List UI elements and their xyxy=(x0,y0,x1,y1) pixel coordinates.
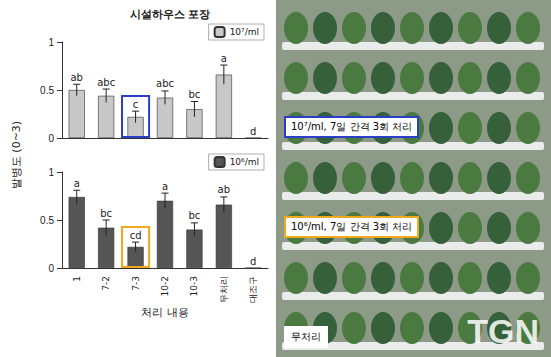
svg-text:cd: cd xyxy=(130,230,142,241)
svg-text:1: 1 xyxy=(48,37,54,48)
svg-text:bc: bc xyxy=(188,210,200,221)
html-text:10⁶/ml, 7일 간격 3회 처리: 10⁶/ml, 7일 간격 3회 처리 xyxy=(291,221,413,232)
svg-text:c: c xyxy=(133,99,139,110)
svg-text:a: a xyxy=(162,181,168,192)
svg-text:1: 1 xyxy=(48,167,54,178)
html-text:무처리: 무처리 xyxy=(291,331,321,342)
svg-text:abc: abc xyxy=(97,77,115,88)
svg-text:a: a xyxy=(74,178,80,189)
svg-text:7-2: 7-2 xyxy=(101,276,111,291)
svg-text:0.5: 0.5 xyxy=(40,215,54,226)
svg-text:ab: ab xyxy=(218,184,230,195)
svg-text:bc: bc xyxy=(100,208,112,219)
svg-text:ab: ab xyxy=(70,72,82,83)
svg-text:1: 1 xyxy=(72,276,82,282)
svg-text:abc: abc xyxy=(156,78,174,89)
svg-text:10⁷/ml: 10⁷/ml xyxy=(230,27,259,37)
svg-text:발병도 (0~3): 발병도 (0~3) xyxy=(10,121,23,189)
svg-text:무처리: 무처리 xyxy=(219,276,229,303)
svg-text:d: d xyxy=(250,126,256,137)
svg-text:0: 0 xyxy=(48,263,54,274)
html-text:TGN: TGN xyxy=(467,312,539,350)
svg-text:7-3: 7-3 xyxy=(131,276,141,291)
svg-text:0: 0 xyxy=(48,133,54,144)
svg-text:처리 내용: 처리 내용 xyxy=(141,306,189,319)
svg-text:d: d xyxy=(250,256,256,267)
svg-text:10-2: 10-2 xyxy=(160,276,170,296)
svg-text:대조구: 대조구 xyxy=(248,276,258,303)
html-text:10⁷/ml, 7일 간격 3회 처리: 10⁷/ml, 7일 간격 3회 처리 xyxy=(291,121,413,132)
svg-text:bc: bc xyxy=(188,89,200,100)
svg-text:0.5: 0.5 xyxy=(40,85,54,96)
svg-text:10-3: 10-3 xyxy=(189,276,199,296)
svg-text:시설하우스 포장: 시설하우스 포장 xyxy=(130,8,211,21)
svg-text:a: a xyxy=(221,53,227,64)
svg-text:10⁶/ml: 10⁶/ml xyxy=(230,157,259,167)
